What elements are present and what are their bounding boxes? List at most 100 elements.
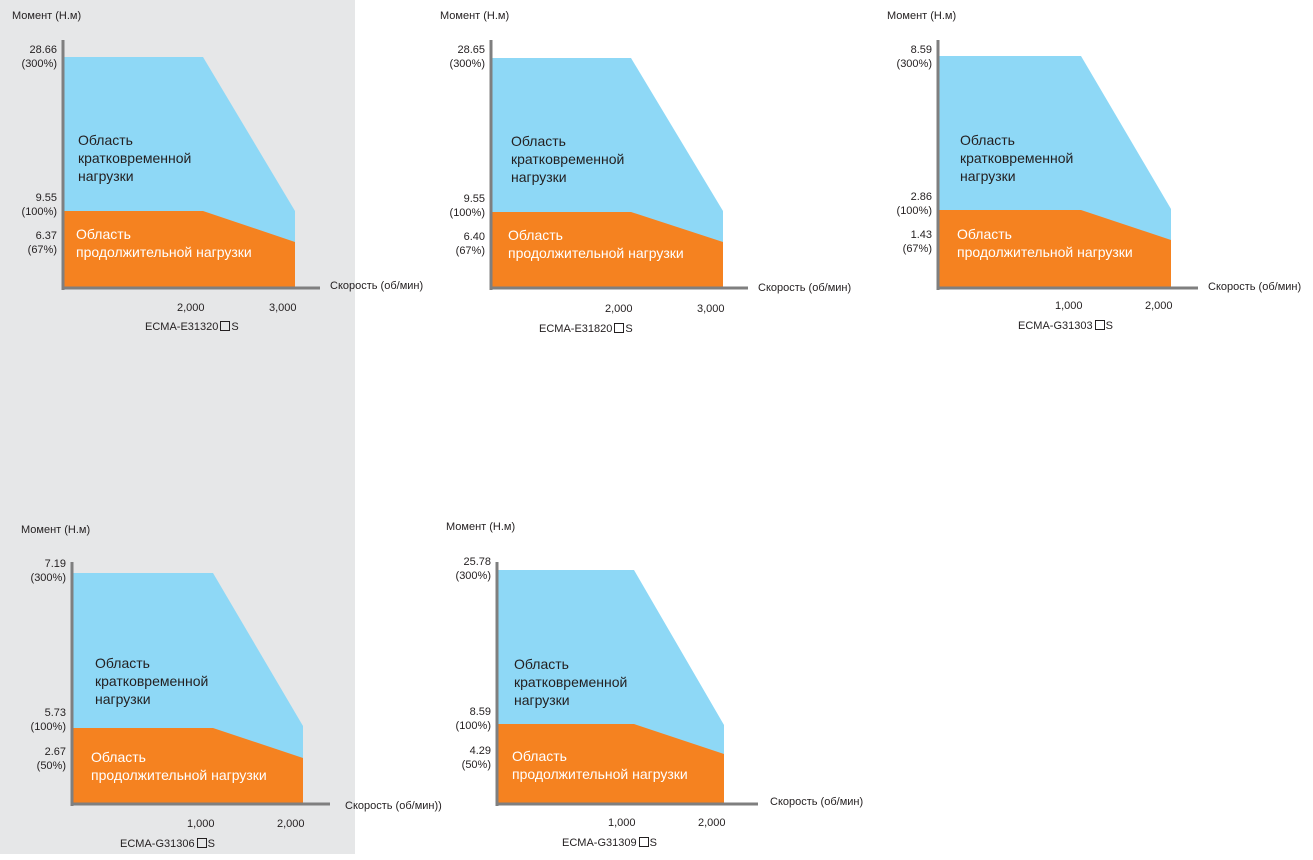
y-tick-percent: (50%)	[36, 760, 66, 772]
model-caption: ECMA-G31303 S	[1018, 319, 1113, 333]
y-tick-label: 9.55 (100%)	[0, 191, 57, 219]
continuous-load-area	[498, 724, 724, 804]
square-placeholder-icon	[1094, 320, 1105, 330]
y-tick-value: 25.78	[463, 556, 491, 568]
model-caption: ECMA-E31320 S	[145, 320, 239, 334]
y-tick-percent: (67%)	[27, 244, 57, 256]
y-tick-label: 6.40 (67%)	[425, 230, 485, 258]
y-tick-value: 28.65	[457, 44, 485, 56]
model-caption: ECMA-G31306 S	[120, 837, 215, 851]
model-suffix: S	[207, 838, 215, 850]
continuous-area-label: Область продолжительной нагрузки	[508, 226, 684, 262]
square-placeholder-icon	[220, 321, 231, 331]
y-tick-value: 8.59	[910, 44, 932, 56]
y-axis-title: Момент (Н.м)	[21, 524, 91, 536]
y-tick-label: 25.78 (300%)	[431, 555, 491, 583]
peak-area-label: Область кратковременной нагрузки	[78, 131, 191, 185]
x-tick-label: 2,000	[605, 303, 633, 315]
peak-area-label-line: Область	[95, 655, 150, 671]
torque-speed-chart: Момент (Н.м) 25.78 (300%) 8.59 (100%) 4.29 (50…	[428, 520, 868, 860]
continuous-load-area	[73, 728, 303, 804]
model-suffix: S	[1105, 320, 1113, 332]
peak-area-label-line: нагрузки	[78, 168, 134, 184]
y-tick-label: 28.66 (300%)	[0, 43, 57, 71]
y-tick-percent: (300%)	[896, 58, 932, 70]
continuous-area-label-line: продолжительной нагрузки	[76, 244, 252, 260]
model-suffix: S	[625, 323, 633, 335]
peak-area-label: Область кратковременной нагрузки	[960, 131, 1073, 185]
x-axis-title: Скорость (об/мин)	[770, 796, 864, 808]
y-tick-value: 6.40	[463, 231, 485, 243]
y-tick-label: 5.73 (100%)	[6, 706, 66, 734]
y-tick-percent: (100%)	[449, 207, 485, 219]
y-tick-label: 7.19 (300%)	[6, 557, 66, 585]
y-tick-value: 28.66	[29, 44, 57, 56]
y-tick-label: 28.65 (300%)	[425, 43, 485, 71]
continuous-area-label-line: продолжительной нагрузки	[512, 766, 688, 782]
y-tick-label: 8.59 (100%)	[431, 705, 491, 733]
x-tick-label: 2,000	[277, 818, 305, 830]
y-tick-label: 2.86 (100%)	[872, 190, 932, 218]
y-tick-label: 6.37 (67%)	[0, 229, 57, 257]
x-tick-label: 3,000	[697, 303, 725, 315]
y-tick-label: 2.67 (50%)	[6, 745, 66, 773]
x-tick-label: 1,000	[1055, 300, 1083, 312]
y-tick-value: 2.86	[910, 191, 932, 203]
continuous-area-label-line: продолжительной нагрузки	[957, 244, 1133, 260]
torque-speed-chart: Момент (Н.м) 28.66 (300%) 9.55 (100%) 6.37 (67…	[0, 0, 440, 340]
y-tick-value: 2.67	[44, 746, 66, 758]
chart-plot	[936, 40, 1198, 290]
y-tick-percent: (300%)	[455, 570, 491, 582]
square-placeholder-icon	[614, 323, 625, 333]
y-tick-value: 1.43	[910, 229, 932, 241]
peak-area-label-line: кратковременной	[960, 150, 1074, 166]
peak-area-label: Область кратковременной нагрузки	[511, 132, 624, 186]
model-name: ECMA-E31820	[539, 323, 613, 335]
continuous-area-label: Область продолжительной нагрузки	[512, 747, 688, 783]
square-placeholder-icon	[638, 837, 649, 847]
y-tick-value: 6.37	[35, 230, 57, 242]
y-tick-percent: (100%)	[30, 721, 66, 733]
y-tick-value: 5.73	[44, 707, 66, 719]
y-tick-percent: (67%)	[902, 243, 932, 255]
x-tick-label: 2,000	[177, 302, 205, 314]
model-name: ECMA-E31320	[145, 321, 219, 333]
y-tick-value: 9.55	[463, 193, 485, 205]
x-axis-title: Скорость (об/мин)	[1208, 281, 1302, 293]
y-axis-title: Момент (Н.м)	[12, 10, 82, 22]
square-placeholder-icon	[196, 838, 207, 848]
peak-area-label-line: Область	[514, 656, 569, 672]
continuous-load-area	[939, 210, 1171, 288]
continuous-area-label-line: Область	[512, 748, 567, 764]
model-suffix: S	[649, 837, 657, 849]
x-tick-label: 3,000	[269, 302, 297, 314]
peak-area-label-line: нагрузки	[514, 692, 570, 708]
model-caption: ECMA-G31309 S	[562, 836, 657, 850]
x-axis-title: Скорость (об/мин)	[330, 280, 424, 292]
continuous-load-area	[64, 211, 295, 288]
model-name: ECMA-G31309	[562, 837, 637, 849]
y-axis-title: Момент (Н.м)	[440, 10, 510, 22]
peak-area-label-line: Область	[960, 132, 1015, 148]
y-tick-value: 9.55	[35, 192, 57, 204]
continuous-area-label-line: продолжительной нагрузки	[91, 767, 267, 783]
x-axis-title: Скорость (об/мин)	[758, 282, 852, 294]
torque-speed-chart: Момент (Н.м) 28.65 (300%) 9.55 (100%) 6.40 (67…	[428, 0, 868, 340]
continuous-area-label: Область продолжительной нагрузки	[76, 225, 252, 261]
peak-area-label: Область кратковременной нагрузки	[514, 655, 627, 709]
chart-plot	[495, 562, 758, 806]
y-tick-value: 8.59	[469, 706, 491, 718]
peak-area-label-line: Область	[78, 132, 133, 148]
continuous-area-label-line: Область	[91, 749, 146, 765]
peak-area-label-line: Область	[511, 133, 566, 149]
y-tick-percent: (300%)	[21, 58, 57, 70]
model-caption: ECMA-E31820 S	[539, 322, 633, 336]
y-tick-label: 4.29 (50%)	[431, 744, 491, 772]
continuous-area-label-line: Область	[508, 227, 563, 243]
chart-plot	[489, 40, 748, 290]
x-tick-label: 1,000	[608, 817, 636, 829]
continuous-area-label: Область продолжительной нагрузки	[91, 748, 267, 784]
continuous-load-area	[492, 212, 723, 288]
peak-area-label: Область кратковременной нагрузки	[95, 654, 208, 708]
y-tick-percent: (300%)	[30, 572, 66, 584]
